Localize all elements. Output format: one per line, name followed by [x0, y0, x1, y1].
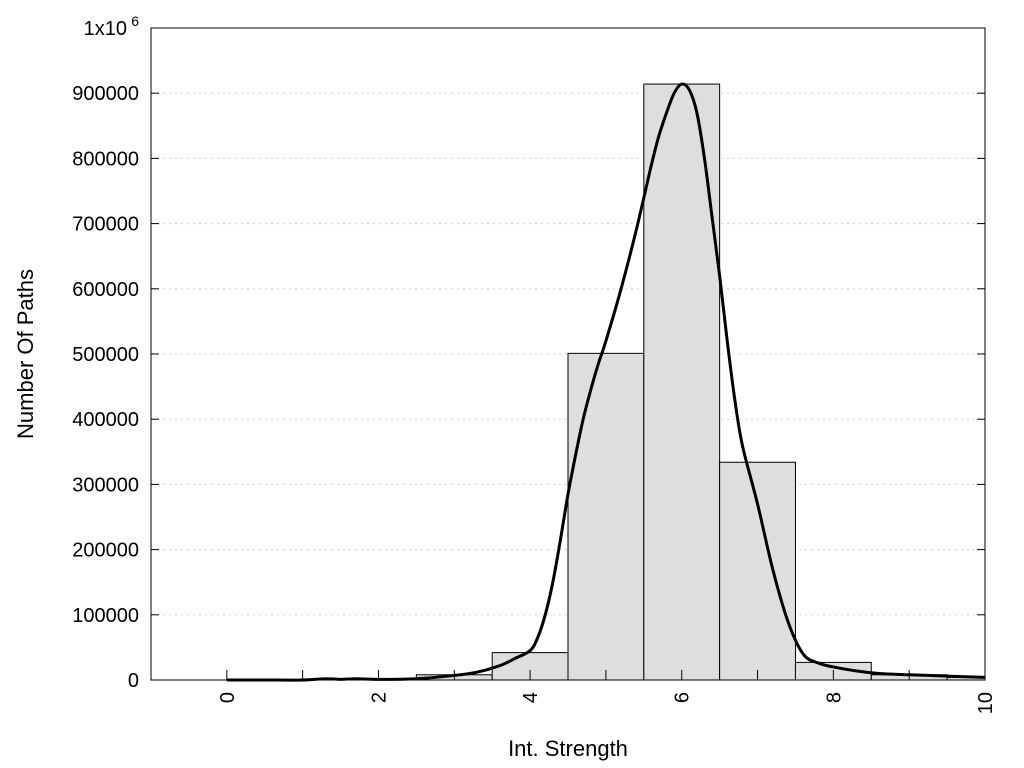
- y-tick-label: 600000: [72, 279, 139, 301]
- y-tick-label: 400000: [72, 409, 139, 431]
- x-tick-label: 4: [520, 692, 542, 703]
- x-tick-label: 10: [975, 692, 997, 714]
- x-tick-label: 0: [217, 692, 239, 703]
- histogram-bar: [719, 461, 796, 681]
- y-tick-label: 500000: [72, 344, 139, 366]
- x-tick-label: 8: [823, 692, 845, 703]
- histogram-bar: [567, 352, 645, 681]
- y-tick-label: 800000: [72, 148, 139, 170]
- x-tick-label: 6: [672, 692, 694, 703]
- y-tick-label: 0: [128, 670, 139, 692]
- y-axis-label: Number Of Paths: [13, 269, 38, 439]
- x-axis-ticks: 0 2 4 6 8 10: [217, 670, 997, 714]
- x-axis-label: Int. Strength: [508, 736, 628, 761]
- y-tick-label: 200000: [72, 540, 139, 562]
- y-tick-label: 900000: [72, 83, 139, 105]
- x-tick-label: 2: [368, 692, 390, 703]
- histogram-bar: [643, 83, 721, 681]
- y-tick-label: 300000: [72, 474, 139, 496]
- y-tick-exponent: 6: [131, 13, 139, 29]
- y-tick-label: 700000: [72, 214, 139, 236]
- y-axis-ticks: 0 100000 200000 300000 400000 500000 600000 700…: [72, 13, 985, 692]
- y-tick-label: 100000: [72, 605, 139, 627]
- y-tick-label: 1x10: [84, 18, 127, 40]
- histogram-bars: [340, 83, 986, 681]
- grid-lines: [151, 92, 985, 616]
